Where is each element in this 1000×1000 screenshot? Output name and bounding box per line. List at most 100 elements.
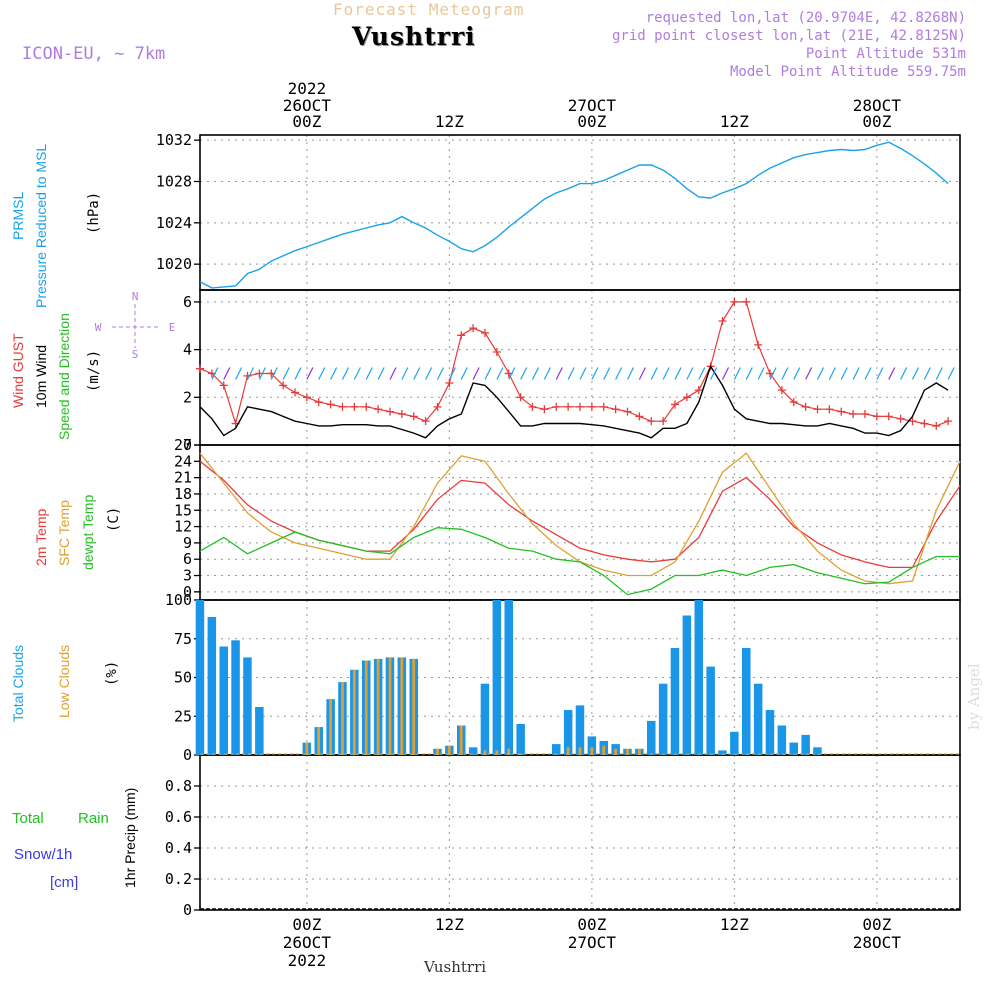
gust-marker bbox=[196, 364, 204, 373]
gust-marker bbox=[920, 419, 929, 428]
total-cloud-bar bbox=[765, 710, 775, 755]
low-cloud-bar bbox=[400, 657, 404, 755]
gust-marker bbox=[362, 402, 371, 411]
gust-marker bbox=[932, 421, 941, 430]
total-cloud-bar bbox=[658, 683, 668, 755]
top-hour-label: 00Z bbox=[292, 112, 321, 131]
y-tick-label: 12 bbox=[174, 518, 192, 536]
y-tick-label: 0.4 bbox=[165, 839, 192, 857]
gust-marker bbox=[576, 402, 584, 411]
total-cloud-bar bbox=[255, 707, 264, 755]
gust-marker bbox=[884, 412, 893, 421]
meteogram-title: Forecast Meteogram bbox=[333, 0, 525, 19]
total-cloud-bar bbox=[801, 734, 810, 755]
gust-marker bbox=[635, 412, 644, 421]
wind-direction-arrow bbox=[816, 367, 825, 380]
y-tick-label: 100 bbox=[165, 591, 192, 609]
bottom-hour-label: 12Z bbox=[435, 915, 464, 934]
wind-direction-arrow bbox=[401, 367, 409, 380]
compass-north: N bbox=[132, 290, 139, 303]
wind-direction-arrow bbox=[330, 367, 338, 380]
gust-marker bbox=[908, 417, 917, 426]
wind-direction-arrow bbox=[591, 367, 599, 380]
gust-marker bbox=[457, 331, 466, 340]
wind-line bbox=[199, 364, 949, 439]
y-tick-label: 0.8 bbox=[165, 777, 192, 795]
gust-marker bbox=[872, 412, 881, 421]
wind-direction-arrow bbox=[579, 367, 587, 380]
gust-marker bbox=[682, 393, 691, 402]
wind-direction-arrow bbox=[508, 367, 516, 380]
wind-direction-arrow bbox=[353, 367, 361, 380]
precip-legend-cm: [cm] bbox=[50, 874, 79, 891]
gust-marker bbox=[397, 410, 406, 418]
gust-marker bbox=[409, 412, 418, 421]
low-cloud-bar bbox=[459, 725, 463, 755]
wind-direction-arrow bbox=[436, 367, 445, 380]
wind-direction-arrow bbox=[721, 367, 730, 380]
gust-marker bbox=[552, 402, 561, 411]
gust-marker bbox=[587, 402, 596, 411]
compass-east: E bbox=[169, 321, 176, 334]
wind-direction-arrow bbox=[947, 367, 955, 380]
y-tick-label: 18 bbox=[174, 485, 192, 503]
gust-marker bbox=[754, 340, 763, 349]
top-hour-label: 00Z bbox=[862, 112, 891, 131]
y-tick-label: 2 bbox=[183, 388, 192, 406]
wind-direction-arrow bbox=[638, 367, 646, 380]
low-cloud-bar bbox=[364, 660, 368, 755]
gust-marker bbox=[896, 414, 905, 423]
total-cloud-bar bbox=[207, 617, 217, 755]
wind-direction-arrow bbox=[710, 367, 718, 380]
gust-marker bbox=[528, 402, 537, 411]
wind-direction-arrow bbox=[626, 367, 635, 380]
low-cloud-bar bbox=[483, 750, 487, 755]
total-cloud-bar bbox=[753, 683, 763, 755]
total-cloud-bar bbox=[516, 724, 525, 755]
gust-marker bbox=[611, 405, 620, 414]
total-cloud-bar bbox=[813, 747, 822, 756]
gust-marker bbox=[599, 402, 608, 411]
gust-marker bbox=[433, 402, 442, 411]
gust-marker bbox=[386, 407, 394, 416]
top-day-label: 28OCT bbox=[853, 96, 902, 115]
bottom-day-label: 28OCT bbox=[853, 933, 902, 952]
wind-direction-arrow bbox=[805, 367, 813, 380]
model-point-altitude: Model Point Altitude 559.75m bbox=[729, 64, 966, 80]
low-cloud-bar bbox=[329, 699, 332, 755]
y-tick-label: 0 bbox=[183, 436, 192, 454]
wind-direction-arrow bbox=[686, 367, 694, 380]
gust-marker bbox=[837, 407, 846, 416]
wind-direction-arrow bbox=[828, 367, 836, 380]
y-tick-label: 1028 bbox=[156, 173, 192, 191]
y-tick-label: 1032 bbox=[156, 131, 192, 149]
y-tick-label: 6 bbox=[183, 293, 192, 311]
gust-marker bbox=[849, 410, 858, 418]
wind-direction-arrow bbox=[294, 367, 302, 380]
total-cloud-bar bbox=[243, 657, 252, 755]
wind-direction-arrow bbox=[662, 367, 670, 380]
gust-marker bbox=[492, 348, 501, 356]
y-tick-label: 24 bbox=[174, 452, 192, 470]
total-cloud-bar bbox=[552, 744, 561, 755]
y-tick-label: 75 bbox=[174, 630, 192, 648]
wind-direction-arrow bbox=[840, 367, 848, 380]
y-tick-label: 27 bbox=[174, 436, 192, 454]
dewpt-line bbox=[199, 527, 960, 596]
gust-marker bbox=[671, 400, 679, 409]
total-cloud-bar bbox=[682, 615, 692, 755]
total-cloud-bar bbox=[670, 648, 680, 755]
wind-direction-arrow bbox=[425, 367, 433, 380]
gust-marker bbox=[694, 386, 703, 395]
gust-marker bbox=[291, 388, 299, 397]
total-cloud-bar bbox=[730, 731, 739, 756]
total-cloud-bar bbox=[706, 666, 715, 755]
pressure-line bbox=[199, 141, 949, 289]
precip-legend-total: Total bbox=[12, 810, 44, 827]
wind-direction-arrow bbox=[567, 367, 575, 380]
bottom-day-label: 27OCT bbox=[568, 933, 617, 952]
total-cloud-bar bbox=[219, 646, 228, 755]
wind-direction-arrow bbox=[769, 367, 777, 380]
total-cloud-bar bbox=[718, 750, 727, 755]
gust-line bbox=[199, 301, 949, 427]
